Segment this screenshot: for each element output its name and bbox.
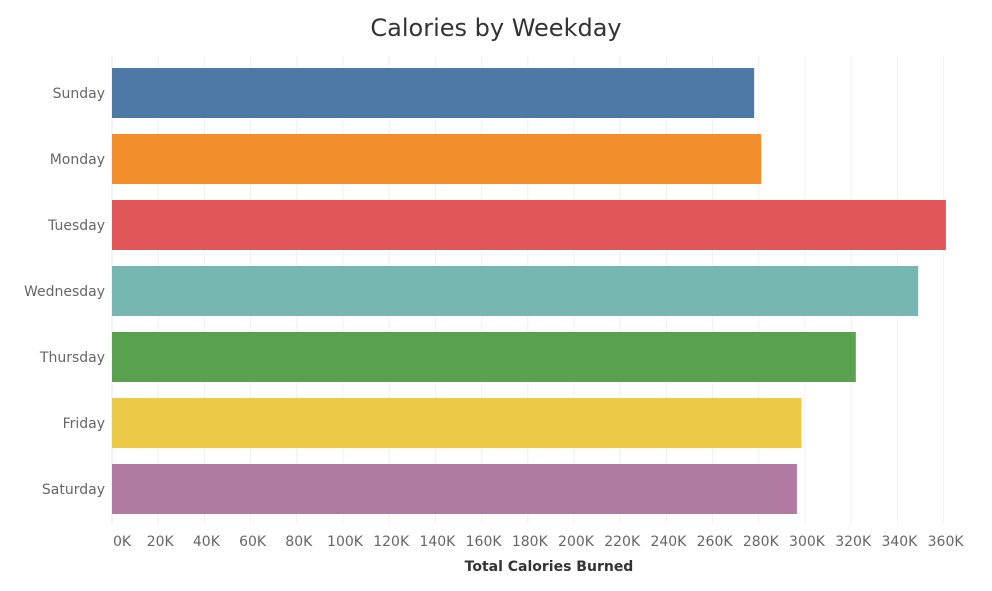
- category-label: Monday: [50, 152, 105, 168]
- x-tick-label: 200K: [558, 534, 595, 550]
- category-label: Sunday: [53, 86, 105, 102]
- x-tick-label: 140K: [419, 534, 456, 550]
- x-tick-label: 280K: [743, 534, 780, 550]
- x-tick-label: 80K: [285, 534, 313, 550]
- bar-friday[interactable]: [112, 398, 802, 448]
- bar-tuesday[interactable]: [112, 200, 946, 250]
- x-tick-label: 300K: [789, 534, 826, 550]
- x-tick-label: 240K: [650, 534, 687, 550]
- x-tick-label: 180K: [512, 534, 549, 550]
- x-tick-label: 0K: [113, 534, 132, 550]
- category-label: Thursday: [39, 350, 105, 366]
- x-tick-label: 40K: [193, 534, 221, 550]
- x-tick-label: 320K: [835, 534, 872, 550]
- x-tick-label: 160K: [466, 534, 503, 550]
- x-axis-title: Total Calories Burned: [464, 559, 634, 575]
- x-tick-label: 60K: [239, 534, 267, 550]
- category-label: Friday: [63, 416, 105, 432]
- bar-monday[interactable]: [112, 134, 762, 184]
- category-label: Saturday: [42, 482, 105, 498]
- chart-title: Calories by Weekday: [370, 14, 622, 42]
- x-tick-label: 120K: [373, 534, 410, 550]
- x-tick-label: 100K: [327, 534, 364, 550]
- x-tick-label: 20K: [147, 534, 175, 550]
- x-tick-label: 360K: [928, 534, 965, 550]
- category-label: Wednesday: [24, 284, 105, 300]
- x-tick-label: 260K: [697, 534, 734, 550]
- bar-wednesday[interactable]: [112, 266, 919, 316]
- bar-thursday[interactable]: [112, 332, 856, 382]
- category-label: Tuesday: [47, 218, 105, 234]
- bar-sunday[interactable]: [112, 68, 755, 118]
- x-tick-label: 340K: [881, 534, 918, 550]
- bar-saturday[interactable]: [112, 464, 797, 514]
- x-tick-label: 220K: [604, 534, 641, 550]
